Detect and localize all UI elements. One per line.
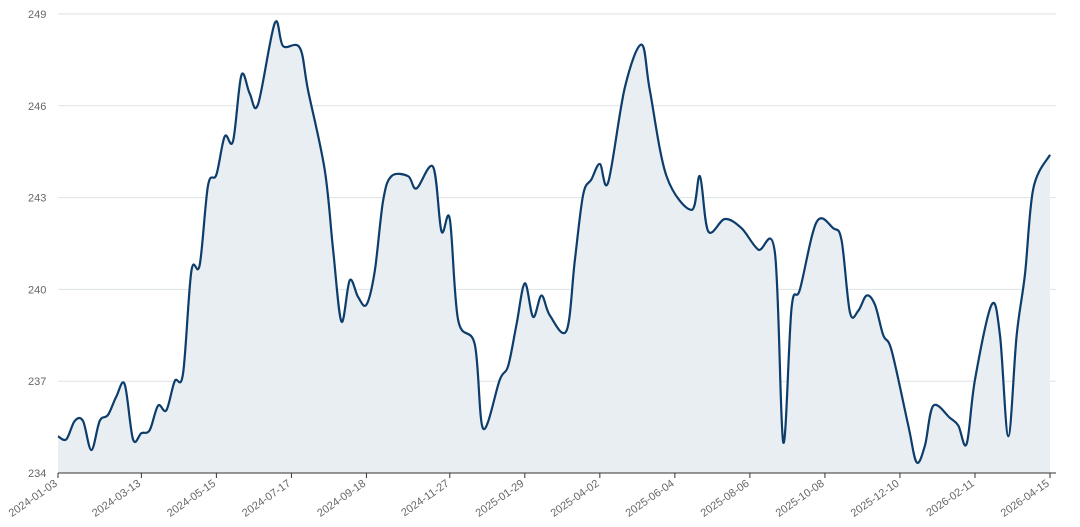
y-tick-label: 237	[28, 376, 46, 388]
x-tick-label: 2025-12-10	[849, 478, 902, 520]
x-tick-label: 2025-08-06	[699, 478, 752, 520]
x-tick-label: 2026-02-11	[924, 478, 976, 520]
x-tick-label: 2024-03-13	[90, 478, 143, 520]
x-tick-label: 2025-04-02	[549, 478, 602, 520]
y-tick-label: 246	[28, 101, 46, 113]
x-tick-label: 2024-09-18	[315, 478, 368, 520]
x-tick-label: 2025-06-04	[624, 478, 677, 520]
x-tick-label: 2024-07-17	[240, 478, 293, 520]
area-fill	[58, 21, 1050, 474]
x-tick-label: 2025-01-29	[474, 478, 527, 520]
y-tick-label: 234	[28, 468, 46, 480]
y-tick-label: 240	[28, 284, 46, 296]
x-tick-label: 2024-01-03	[7, 478, 60, 520]
line	[57, 20, 1051, 465]
x-tick-label: 2024-05-15	[165, 478, 218, 520]
x-tick-label: 2026-04-15	[999, 478, 1052, 520]
y-tick-label: 249	[28, 9, 46, 21]
y-tick-label: 243	[28, 193, 46, 205]
x-tick-label: 2024-11-27	[399, 478, 451, 520]
x-tick-label: 2025-10-08	[774, 478, 827, 520]
